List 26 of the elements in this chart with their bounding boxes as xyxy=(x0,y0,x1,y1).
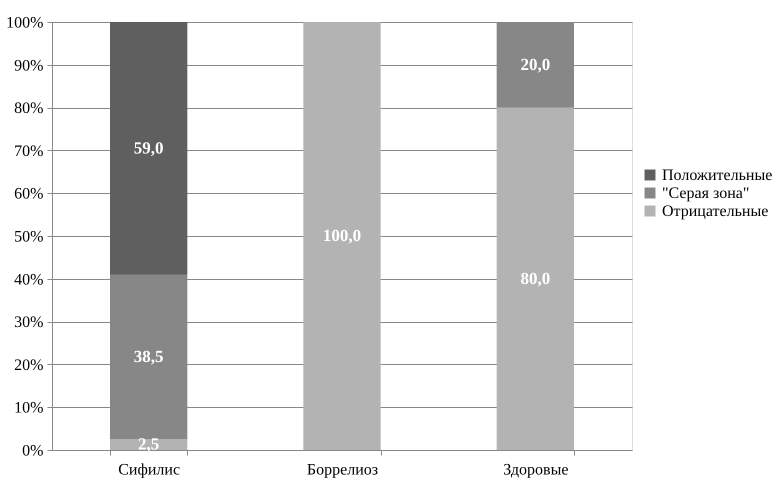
data-label: 2,5 xyxy=(138,434,160,454)
y-tick-label: 40% xyxy=(14,271,44,288)
y-tick-label: 90% xyxy=(14,57,44,74)
legend-label: Отрицательные xyxy=(662,203,768,220)
data-label: 80,0 xyxy=(520,268,550,288)
y-tick-label: 70% xyxy=(14,142,44,160)
y-tick-label: 60% xyxy=(14,186,44,203)
y-tick-label: 100% xyxy=(6,14,44,32)
y-tick-label: 20% xyxy=(14,356,44,374)
x-tick-label: Боррелиоз xyxy=(306,462,378,478)
bar xyxy=(110,22,188,275)
y-tick-label: 0% xyxy=(22,442,44,460)
data-label: 38,5 xyxy=(134,346,164,366)
x-tick-label: Здоровые xyxy=(503,462,568,478)
y-tick-label: 50% xyxy=(14,228,44,246)
data-label: 100,0 xyxy=(322,226,362,245)
legend-label: Положительные xyxy=(662,167,772,184)
data-label: 59,0 xyxy=(134,138,164,158)
data-label: 20,0 xyxy=(520,54,550,74)
x-tick-label: Сифилис xyxy=(118,462,180,478)
bar xyxy=(496,108,574,450)
y-tick-label: 10% xyxy=(14,400,44,417)
y-tick-label: 80% xyxy=(14,100,44,118)
y-tick-label: 30% xyxy=(14,314,44,332)
legend-label: "Серая зона" xyxy=(662,185,750,202)
bar xyxy=(303,22,381,450)
